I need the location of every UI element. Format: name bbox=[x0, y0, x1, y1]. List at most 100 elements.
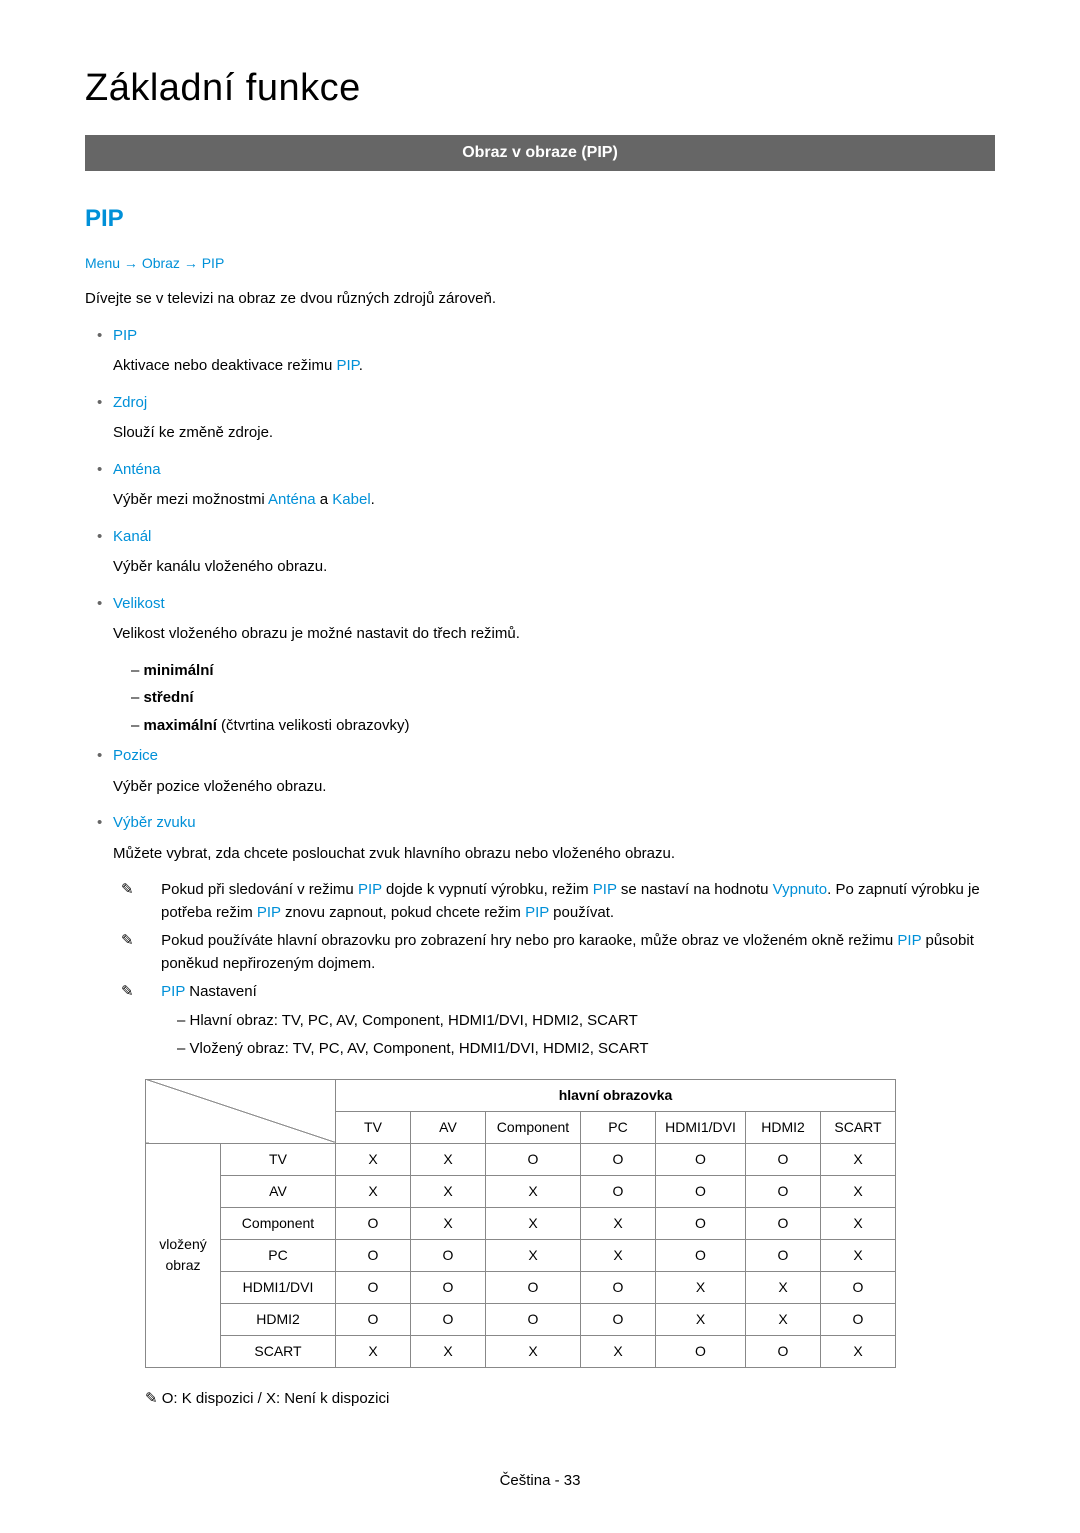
feature-name: Zdroj bbox=[113, 394, 147, 411]
notes-block: ✎ Pokud při sledování v režimu PIP dojde… bbox=[113, 879, 995, 1061]
table-cell: X bbox=[821, 1143, 896, 1175]
breadcrumb-item: Menu bbox=[85, 255, 120, 271]
page-title: Základní funkce bbox=[85, 60, 995, 117]
feature-desc: Můžete vybrat, zda chcete poslouchat zvu… bbox=[113, 843, 995, 866]
section-bar: Obraz v obraze (PIP) bbox=[85, 135, 995, 171]
table-cell: X bbox=[486, 1175, 581, 1207]
table-cell: O bbox=[336, 1207, 411, 1239]
page-footer: Čeština - 33 bbox=[85, 1470, 995, 1493]
table-cell: X bbox=[411, 1175, 486, 1207]
table-cell: X bbox=[821, 1239, 896, 1271]
note-icon: ✎ bbox=[141, 930, 157, 953]
settings-dashlist: Hlavní obraz: TV, PC, AV, Component, HDM… bbox=[141, 1010, 995, 1061]
note-item: ✎ Pokud při sledování v režimu PIP dojde… bbox=[141, 879, 995, 924]
table-cell: O bbox=[656, 1239, 746, 1271]
table-header-main: hlavní obrazovka bbox=[336, 1079, 896, 1111]
table-col-header: TV bbox=[336, 1111, 411, 1143]
table-cell: O bbox=[581, 1175, 656, 1207]
table-cell: O bbox=[821, 1303, 896, 1335]
feature-desc: Slouží ke změně zdroje. bbox=[113, 422, 995, 445]
table-cell: X bbox=[821, 1335, 896, 1367]
table-row-label: Component bbox=[221, 1207, 336, 1239]
table-cell: O bbox=[336, 1271, 411, 1303]
table-row-label: TV bbox=[221, 1143, 336, 1175]
table-cell: X bbox=[821, 1175, 896, 1207]
table-row: SCARTXXXXOOX bbox=[146, 1335, 896, 1367]
feature-name: Výběr zvuku bbox=[113, 814, 196, 831]
table-cell: O bbox=[411, 1239, 486, 1271]
feature-desc: Velikost vloženého obrazu je možné nasta… bbox=[113, 623, 995, 646]
table-cell: X bbox=[411, 1207, 486, 1239]
table-row-label: SCART bbox=[221, 1335, 336, 1367]
table-row: AVXXXOOOX bbox=[146, 1175, 896, 1207]
feature-desc: Výběr pozice vloženého obrazu. bbox=[113, 776, 995, 799]
table-row: ComponentOXXXOOX bbox=[146, 1207, 896, 1239]
table-cell: X bbox=[821, 1207, 896, 1239]
dash-item: Vložený obraz: TV, PC, AV, Component, HD… bbox=[177, 1038, 995, 1061]
table-col-header: Component bbox=[486, 1111, 581, 1143]
breadcrumb-item: PIP bbox=[202, 255, 225, 271]
table-col-header: SCART bbox=[821, 1111, 896, 1143]
table-cell: O bbox=[656, 1143, 746, 1175]
table-col-header: HDMI1/DVI bbox=[656, 1111, 746, 1143]
feature-name: Velikost bbox=[113, 595, 165, 612]
table-cell: O bbox=[656, 1207, 746, 1239]
table-cell: X bbox=[581, 1335, 656, 1367]
table-cell: O bbox=[486, 1143, 581, 1175]
table-cell: O bbox=[656, 1335, 746, 1367]
table-cell: X bbox=[411, 1335, 486, 1367]
note-icon: ✎ bbox=[141, 981, 157, 1004]
table-corner bbox=[146, 1079, 336, 1143]
table-cell: X bbox=[336, 1335, 411, 1367]
table-cell: O bbox=[821, 1271, 896, 1303]
feature-desc: Výběr kanálu vloženého obrazu. bbox=[113, 556, 995, 579]
table-col-header: HDMI2 bbox=[746, 1111, 821, 1143]
table-cell: O bbox=[656, 1175, 746, 1207]
feature-desc: Aktivace nebo deaktivace režimu PIP. bbox=[113, 355, 995, 378]
note-item: ✎ PIP Nastavení bbox=[141, 981, 995, 1004]
table-footnote: O: K dispozici / X: Není k dispozici bbox=[145, 1388, 995, 1411]
table-col-header: AV bbox=[411, 1111, 486, 1143]
table-cell: O bbox=[336, 1239, 411, 1271]
table-row: HDMI2OOOOXXO bbox=[146, 1303, 896, 1335]
table-row: PCOOXXOOX bbox=[146, 1239, 896, 1271]
table-cell: X bbox=[581, 1207, 656, 1239]
table-cell: O bbox=[411, 1271, 486, 1303]
table-cell: X bbox=[656, 1271, 746, 1303]
table-cell: O bbox=[746, 1207, 821, 1239]
table-cell: X bbox=[486, 1239, 581, 1271]
compatibility-table: hlavní obrazovka TVAVComponentPCHDMI1/DV… bbox=[145, 1079, 896, 1368]
table-cell: X bbox=[336, 1175, 411, 1207]
table-cell: X bbox=[581, 1239, 656, 1271]
sub-heading-pip: PIP bbox=[85, 201, 995, 237]
table-cell: O bbox=[486, 1271, 581, 1303]
note-item: ✎ Pokud používáte hlavní obrazovku pro z… bbox=[141, 930, 995, 975]
feature-name: PIP bbox=[113, 327, 137, 344]
feature-name: Kanál bbox=[113, 528, 151, 545]
feature-name: Pozice bbox=[113, 747, 158, 764]
table-cell: X bbox=[656, 1303, 746, 1335]
table-cell: X bbox=[486, 1207, 581, 1239]
table-cell: X bbox=[746, 1271, 821, 1303]
table-cell: O bbox=[746, 1239, 821, 1271]
table-cell: O bbox=[746, 1335, 821, 1367]
dash-item: Hlavní obraz: TV, PC, AV, Component, HDM… bbox=[177, 1010, 995, 1033]
table-row-label: HDMI1/DVI bbox=[221, 1271, 336, 1303]
table-cell: O bbox=[581, 1271, 656, 1303]
intro-text: Dívejte se v televizi na obraz ze dvou r… bbox=[85, 288, 995, 311]
feature-list: PIP Aktivace nebo deaktivace režimu PIP.… bbox=[85, 325, 995, 1061]
feature-desc: Výběr mezi možnostmi Anténa a Kabel. bbox=[113, 489, 995, 512]
table-cell: X bbox=[486, 1335, 581, 1367]
breadcrumb-item: Obraz bbox=[142, 255, 180, 271]
table-row-label: PC bbox=[221, 1239, 336, 1271]
breadcrumb: Menu → Obraz → PIP bbox=[85, 253, 995, 274]
table-cell: O bbox=[486, 1303, 581, 1335]
table-row: vloženýobrazTVXXOOOOX bbox=[146, 1143, 896, 1175]
feature-name: Anténa bbox=[113, 461, 161, 478]
table-cell: O bbox=[746, 1143, 821, 1175]
note-icon: ✎ bbox=[141, 879, 157, 902]
table-row-group-label: vloženýobraz bbox=[146, 1143, 221, 1367]
table-cell: O bbox=[581, 1143, 656, 1175]
table-row-label: AV bbox=[221, 1175, 336, 1207]
table-cell: O bbox=[336, 1303, 411, 1335]
